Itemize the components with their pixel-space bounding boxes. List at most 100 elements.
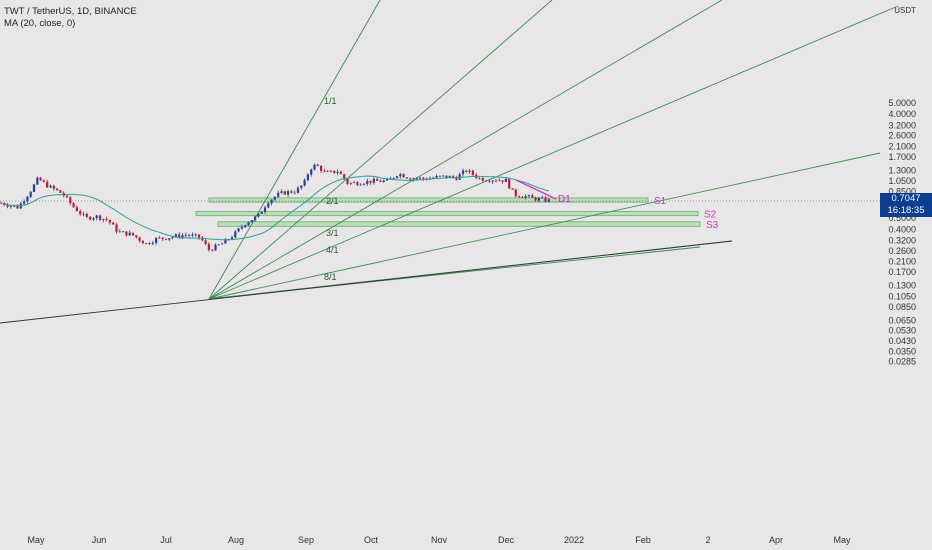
resistance-trendline-d1[interactable] [515, 179, 557, 200]
candle-body [257, 213, 260, 217]
candle-body [188, 234, 191, 236]
candle [445, 175, 448, 179]
candle [326, 169, 329, 172]
candle [26, 195, 29, 204]
candle-body [36, 177, 39, 185]
candle [39, 176, 42, 181]
candle-body [204, 240, 207, 245]
candle [168, 238, 171, 242]
candle-body [283, 191, 286, 195]
candle [234, 230, 237, 239]
candle [56, 188, 59, 191]
candle-body [481, 178, 484, 181]
candle-body [537, 198, 540, 201]
gann-fan-line [208, 0, 381, 300]
candle [158, 236, 161, 239]
candle-body [75, 207, 78, 212]
last-price-value: 0.7047 [891, 193, 921, 204]
price-tick-label: 0.2100 [888, 257, 916, 267]
candle-body [508, 178, 511, 189]
candle [155, 237, 158, 246]
candle [98, 214, 102, 222]
support-zone-label: S3 [706, 220, 719, 231]
candle-body [471, 170, 474, 175]
candle-body [230, 237, 234, 240]
candle [537, 196, 540, 203]
time-tick-label: Feb [635, 535, 651, 545]
candle [273, 196, 276, 202]
candle-body [240, 226, 243, 229]
candle-body [534, 197, 537, 201]
candle-body [359, 184, 362, 186]
price-tick-label: 0.1050 [888, 291, 916, 301]
indicator-legend[interactable]: MA (20, close, 0) [4, 18, 76, 29]
candle [188, 233, 191, 238]
candle [194, 232, 197, 237]
candle [405, 177, 408, 180]
price-tick-label: 0.0850 [888, 302, 916, 312]
candle [36, 176, 39, 185]
price-tick-label: 1.3000 [888, 165, 916, 175]
candle-body [158, 237, 161, 239]
candle-body [468, 170, 471, 172]
time-tick-label: Sep [298, 535, 314, 545]
candle [9, 205, 12, 209]
candle-body [386, 179, 389, 181]
candle [356, 181, 359, 187]
candle-body [148, 243, 151, 244]
candle-body [531, 195, 534, 198]
candle-body [49, 185, 52, 188]
candle-body [290, 191, 293, 193]
candle-body [26, 196, 29, 202]
gann-fan-line [208, 5, 899, 300]
candle-body [349, 182, 352, 184]
candle [250, 220, 253, 223]
candle-body [52, 185, 55, 189]
candle-body [254, 216, 257, 221]
candle [287, 189, 290, 198]
candle-body [263, 207, 267, 212]
candle-body [145, 243, 148, 244]
candle [369, 180, 372, 185]
candle [524, 194, 527, 200]
candle-body [343, 174, 346, 179]
candle-body [346, 179, 349, 184]
candle-body [323, 170, 326, 172]
candle-body [72, 203, 75, 208]
candle-body [221, 243, 224, 245]
candle-body [171, 237, 174, 239]
candle [353, 181, 356, 184]
candle [283, 190, 286, 195]
candle [290, 190, 293, 194]
time-tick-label: Aug [228, 535, 244, 545]
candle [105, 216, 108, 222]
price-tick-label: 0.0650 [888, 315, 916, 325]
candle-body [521, 197, 524, 198]
candle-body [422, 177, 425, 179]
candle [145, 242, 148, 245]
candle-body [105, 218, 108, 220]
price-tick-label: 4.0000 [888, 109, 916, 119]
candle [544, 196, 547, 203]
candle-body [303, 179, 306, 186]
candle [458, 172, 461, 180]
time-tick-label: Jun [92, 535, 107, 545]
candle-body [316, 164, 319, 166]
gann-fan [0, 0, 899, 324]
candle-body [92, 218, 95, 220]
candle-body [409, 178, 412, 180]
candle-body [296, 187, 300, 193]
candle-body [402, 174, 405, 178]
candle-body [273, 196, 276, 200]
candle-body [250, 220, 253, 223]
support-zone-label: S1 [654, 196, 667, 207]
candle [465, 169, 468, 173]
support-zone [195, 211, 699, 217]
candle-body [494, 180, 498, 182]
candle-body [310, 169, 313, 175]
candle [455, 175, 458, 181]
candle [79, 209, 82, 217]
candle [494, 178, 498, 183]
price-tick-label: 2.1000 [888, 141, 916, 151]
